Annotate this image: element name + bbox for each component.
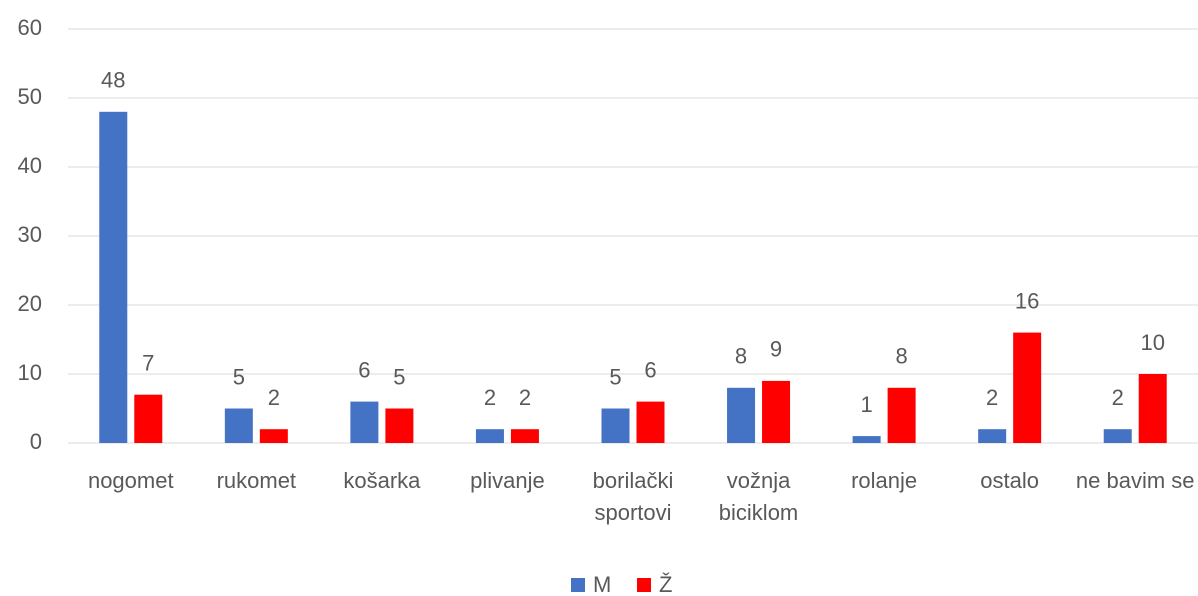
bar [1138,374,1167,443]
value-label: 10 [1140,330,1164,355]
bar [978,429,1007,443]
value-label: 9 [770,337,782,362]
y-tick-label: 30 [18,222,42,247]
x-tick-label: ostalo [980,468,1039,493]
bar [601,408,630,443]
x-tick-label: rukomet [216,468,297,493]
bar [224,408,253,443]
value-label: 8 [735,344,747,369]
value-label: 7 [142,351,154,376]
legend-label: M [593,572,611,596]
y-tick-label: 60 [18,15,42,40]
value-label: 5 [393,364,405,389]
y-tick-label: 50 [18,84,42,109]
x-tick-label: plivanje [470,468,545,493]
value-label: 2 [519,385,531,410]
value-label: 2 [986,385,998,410]
value-label: 8 [895,344,907,369]
bar [762,380,791,443]
bar [636,401,665,443]
value-label: 2 [484,385,496,410]
legend-swatch [637,578,651,592]
legend-swatch [571,578,585,592]
bar [99,111,128,444]
bar [475,429,504,443]
value-label: 16 [1015,288,1039,313]
bar [887,387,916,443]
y-tick-label: 20 [18,291,42,316]
bar [852,436,881,443]
x-tick-label: košarka [343,468,421,493]
bar [1103,429,1132,443]
value-label: 2 [1112,385,1124,410]
bar [1013,332,1042,443]
value-label: 2 [268,385,280,410]
value-label: 1 [860,392,872,417]
value-label: 5 [233,364,245,389]
bar [350,401,379,443]
x-tick-label: ne bavim se [1075,468,1195,493]
bar [727,387,756,443]
y-tick-label: 40 [18,153,42,178]
value-label: 48 [101,68,125,93]
legend-label: Ž [659,572,672,596]
x-tick-label: rolanje [851,468,918,493]
value-label: 6 [358,357,370,382]
y-tick-label: 10 [18,360,42,385]
y-tick-label: 0 [30,429,42,454]
bar [134,394,163,443]
bar [259,429,288,443]
value-label: 6 [644,357,656,382]
bar [385,408,414,443]
x-tick-label: nogomet [87,468,174,493]
value-label: 5 [609,364,621,389]
bar [510,429,539,443]
x-tick-label: vožnja biciklom [718,468,799,525]
x-tick-label: borilački sportovi [592,468,674,525]
